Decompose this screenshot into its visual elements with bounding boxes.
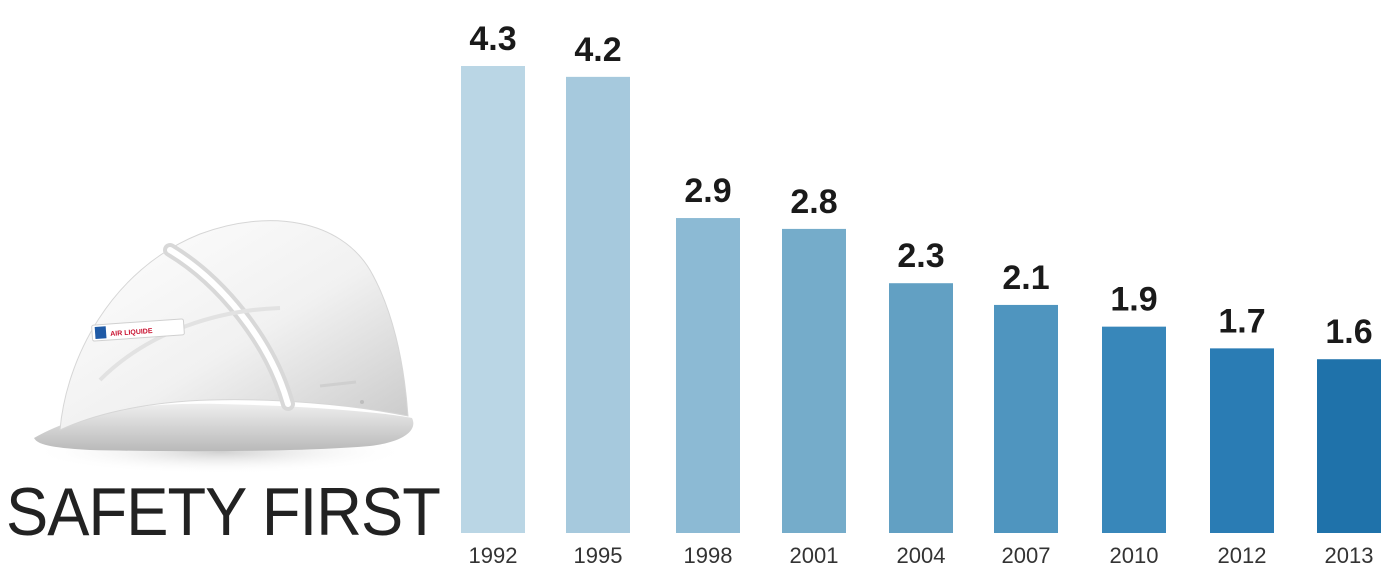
value-label-1995: 4.2 [574,31,621,69]
helmet-logo: AIR LIQUIDE [91,318,185,342]
x-tick-label-2013: 2013 [1325,543,1374,568]
value-label-2012: 1.7 [1218,302,1265,340]
x-tick-label-1998: 1998 [684,543,733,568]
page-title: SAFETY FIRST [6,474,441,550]
x-tick-label-2007: 2007 [1002,543,1051,568]
value-label-1992: 4.3 [469,20,516,58]
value-label-1998: 2.9 [684,172,731,210]
bar-1992 [461,66,525,533]
value-label-2001: 2.8 [790,183,837,221]
bar-1995 [566,76,630,533]
bar-2013 [1317,359,1381,533]
helmet-logo-text: AIR LIQUIDE [110,328,153,338]
x-tick-label-2004: 2004 [897,543,946,568]
x-tick-label-2010: 2010 [1110,543,1159,568]
helmet-icon: AIR LIQUIDE [30,220,414,474]
bar-2010 [1102,326,1166,533]
value-label-2013: 1.6 [1325,313,1372,351]
bar-2001 [782,228,846,533]
value-label-2007: 2.1 [1002,259,1049,297]
helmet-image: AIR LIQUIDE [20,190,440,480]
value-label-2010: 1.9 [1110,281,1157,319]
bar-1998 [676,218,740,533]
value-label-2004: 2.3 [897,237,944,275]
x-tick-label-2001: 2001 [790,543,839,568]
bar-2007 [994,304,1058,533]
bar-2012 [1210,348,1274,533]
x-tick-label-1995: 1995 [574,543,623,568]
x-tick-label-2012: 2012 [1218,543,1267,568]
bar-2004 [889,283,953,533]
x-tick-label-1992: 1992 [469,543,518,568]
